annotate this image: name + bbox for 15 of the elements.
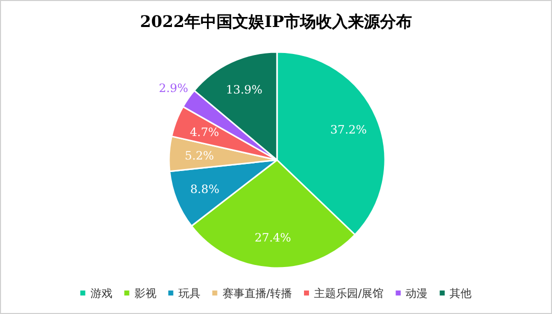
data-label: 4.7% <box>190 124 220 139</box>
data-label: 8.8% <box>190 182 220 196</box>
legend-label: 赛事直播/转播 <box>222 287 292 300</box>
legend-label: 玩具 <box>178 287 200 300</box>
data-label: 2.9% <box>158 81 188 96</box>
data-label: 13.9% <box>226 82 262 97</box>
legend-label: 主题乐园/展馆 <box>314 287 384 300</box>
legend-label: 影视 <box>134 287 156 300</box>
data-label: 37.2% <box>330 122 367 136</box>
legend-label: 动漫 <box>406 287 428 300</box>
data-label: 27.4% <box>254 230 292 245</box>
legend-label: 游戏 <box>90 287 112 300</box>
legend-label: 其他 <box>450 287 472 300</box>
data-label: 5.2% <box>184 148 214 162</box>
chart-title: 2022年中国文娱IP市场收入来源分布 <box>140 12 412 31</box>
